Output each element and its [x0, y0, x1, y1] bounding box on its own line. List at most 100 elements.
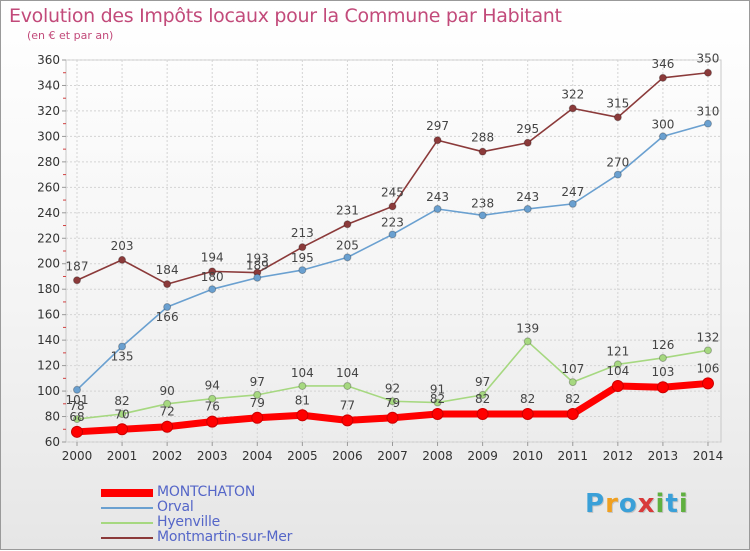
- x-tick-label: 2005: [287, 449, 318, 463]
- data-label: 121: [606, 344, 629, 358]
- data-label: 97: [475, 375, 490, 389]
- data-point: [613, 170, 622, 179]
- y-tick-label: 220: [37, 231, 60, 245]
- data-label: 270: [606, 156, 629, 170]
- data-label: 193: [246, 252, 269, 266]
- data-label: 82: [475, 392, 490, 406]
- y-tick-label: 340: [37, 78, 60, 92]
- y-tick-label: 260: [37, 180, 60, 194]
- logo-letter: i: [655, 489, 666, 519]
- data-point: [701, 377, 714, 390]
- data-point: [253, 390, 262, 399]
- data-point: [523, 337, 532, 346]
- data-label: 92: [385, 381, 400, 395]
- data-point: [163, 280, 172, 289]
- data-point: [206, 415, 219, 428]
- data-label: 315: [606, 96, 629, 110]
- data-point: [118, 342, 127, 351]
- data-label: 106: [697, 361, 720, 375]
- data-label: 104: [606, 364, 629, 378]
- series-orval: 101 135 166 180 189 195 205 223 243 238 243 247 270 3…: [66, 105, 720, 407]
- data-label: 94: [205, 379, 220, 393]
- y-tick-label: 160: [37, 308, 60, 322]
- data-point: [298, 266, 307, 275]
- x-tick-label: 2007: [377, 449, 408, 463]
- data-label: 238: [471, 196, 494, 210]
- data-label: 72: [159, 405, 174, 419]
- legend-label-hyenville: Hyenville: [157, 514, 221, 530]
- data-point: [703, 68, 712, 77]
- data-point: [298, 381, 307, 390]
- data-point: [163, 303, 172, 312]
- data-point: [476, 407, 489, 420]
- data-point: [523, 204, 532, 213]
- data-label: 90: [159, 384, 174, 398]
- data-label: 77: [340, 398, 355, 412]
- logo-letter: r: [605, 489, 619, 519]
- y-tick-label: 120: [37, 359, 60, 373]
- data-label: 205: [336, 238, 359, 252]
- data-label: 132: [697, 330, 720, 344]
- data-point: [656, 381, 669, 394]
- data-label: 70: [114, 407, 129, 421]
- data-label: 68: [69, 410, 84, 424]
- data-point: [296, 409, 309, 422]
- x-tick-label: 2003: [197, 449, 228, 463]
- data-point: [388, 397, 397, 406]
- data-label: 189: [246, 259, 269, 273]
- data-point: [613, 360, 622, 369]
- data-point: [521, 407, 534, 420]
- data-label: 203: [111, 239, 134, 253]
- data-point: [433, 398, 442, 407]
- data-point: [163, 399, 172, 408]
- x-tick-label: 2010: [512, 449, 543, 463]
- data-label: 195: [291, 251, 314, 265]
- legend-label-montmartin: Montmartin-sur-Mer: [157, 529, 293, 545]
- data-point: [478, 390, 487, 399]
- chart-title: Evolution des Impôts locaux pour la Comm…: [9, 5, 562, 27]
- data-label: 97: [250, 375, 265, 389]
- data-point: [161, 420, 174, 433]
- data-label: 231: [336, 203, 359, 217]
- data-label: 297: [426, 119, 449, 133]
- data-label: 243: [516, 190, 539, 204]
- data-point: [433, 204, 442, 213]
- data-point: [73, 276, 81, 285]
- x-tick-label: 2006: [332, 449, 363, 463]
- chart-subtitle: (en € et par an): [27, 29, 114, 42]
- y-tick-label: 320: [37, 104, 60, 118]
- data-point: [71, 425, 83, 438]
- x-tick-label: 2000: [62, 449, 93, 463]
- y-tick-label: 360: [37, 53, 60, 67]
- y-tick-label: 280: [37, 155, 60, 169]
- data-point: [388, 202, 397, 211]
- data-point: [613, 113, 622, 122]
- y-tick-label: 300: [37, 129, 60, 143]
- data-point: [116, 423, 129, 436]
- logo-letter: o: [618, 489, 638, 519]
- x-tick-label: 2014: [693, 449, 724, 463]
- data-label: 187: [66, 259, 89, 273]
- legend-swatch-orval: [101, 507, 153, 509]
- data-point: [703, 346, 712, 355]
- data-point: [253, 273, 262, 282]
- data-point: [568, 199, 577, 208]
- data-label: 79: [250, 396, 265, 410]
- data-label: 139: [516, 321, 539, 335]
- data-point: [566, 407, 579, 420]
- data-label: 82: [565, 392, 580, 406]
- data-point: [478, 211, 487, 220]
- data-label: 91: [430, 383, 445, 397]
- logo-letter: x: [637, 489, 656, 519]
- data-point: [73, 415, 81, 424]
- x-tick-label: 2009: [467, 449, 498, 463]
- data-point: [208, 267, 217, 276]
- legend-label-orval: Orval: [157, 499, 194, 515]
- data-point: [388, 230, 397, 239]
- data-label: 350: [697, 52, 720, 66]
- y-tick-label: 140: [37, 333, 60, 347]
- data-point: [658, 73, 667, 82]
- data-point: [568, 378, 577, 387]
- data-label: 104: [336, 366, 359, 380]
